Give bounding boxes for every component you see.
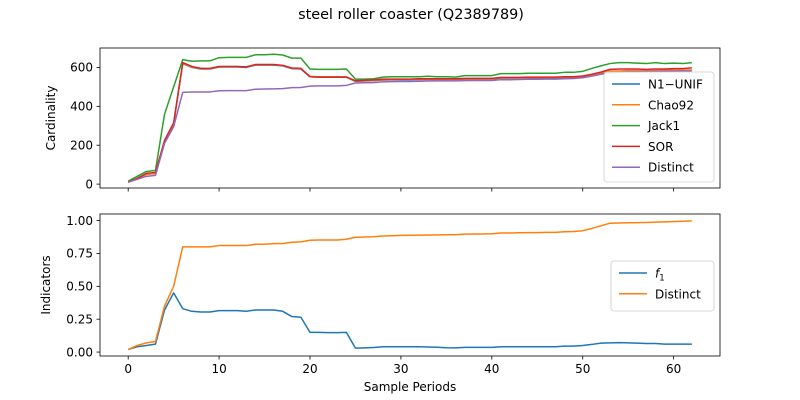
x-tick-label: 0 bbox=[124, 362, 132, 376]
y-tick-label: 0.25 bbox=[66, 312, 93, 326]
x-tick-label: 60 bbox=[666, 362, 681, 376]
series-line-jack1 bbox=[127, 53, 692, 182]
legend-label: f1 bbox=[655, 267, 665, 284]
legend-label: Jack1 bbox=[647, 119, 680, 133]
legend-label: Chao92 bbox=[648, 98, 694, 112]
y-tick-label: 200 bbox=[70, 139, 93, 153]
subplot-1: 0 200 400 600 Cardinality N1−UNIF Chao92 Jack1 S… bbox=[44, 47, 721, 192]
plot-frame bbox=[99, 47, 721, 189]
series-line-distinct bbox=[127, 220, 692, 351]
x-tick-label: 50 bbox=[575, 362, 590, 376]
y-tick-label: 0.75 bbox=[66, 247, 93, 261]
y-tick-label: 0 bbox=[85, 177, 93, 191]
x-tick-label: 20 bbox=[302, 362, 317, 376]
y-tick-label: 0.00 bbox=[66, 345, 93, 359]
series-line-f1 bbox=[127, 292, 692, 351]
legend-label: Distinct bbox=[655, 287, 701, 301]
y-axis-label: Cardinality bbox=[44, 86, 58, 151]
figure-title: steel roller coaster (Q2389789) bbox=[298, 7, 524, 23]
y-tick-label: 0.50 bbox=[66, 280, 93, 294]
y-axis-label: Indicators bbox=[39, 255, 53, 314]
y-tick-label: 1.00 bbox=[66, 214, 93, 228]
legend: N1−UNIF Chao92 Jack1 SOR Distinct bbox=[603, 71, 715, 183]
x-tick-label: 30 bbox=[393, 362, 408, 376]
legend-label: SOR bbox=[648, 140, 673, 154]
x-tick-label: 10 bbox=[211, 362, 226, 376]
y-tick-label: 400 bbox=[70, 100, 93, 114]
legend: f1 Distinct bbox=[610, 260, 715, 312]
legend-label: Distinct bbox=[648, 161, 694, 175]
legend-box bbox=[610, 260, 715, 312]
x-tick-label: 40 bbox=[484, 362, 499, 376]
series-line-sor bbox=[127, 61, 692, 183]
y-tick-label: 600 bbox=[70, 61, 93, 75]
series-line-distinct bbox=[127, 70, 692, 183]
legend-box bbox=[603, 71, 715, 183]
subplot-2: 0 10 20 30 40 50 60 0.00 0.25 0.50 0.75 1.00 Indicat… bbox=[39, 213, 721, 394]
legend-label: N1−UNIF bbox=[648, 78, 703, 92]
plot-frame bbox=[99, 213, 721, 357]
x-axis-label: Sample Periods bbox=[364, 380, 456, 394]
